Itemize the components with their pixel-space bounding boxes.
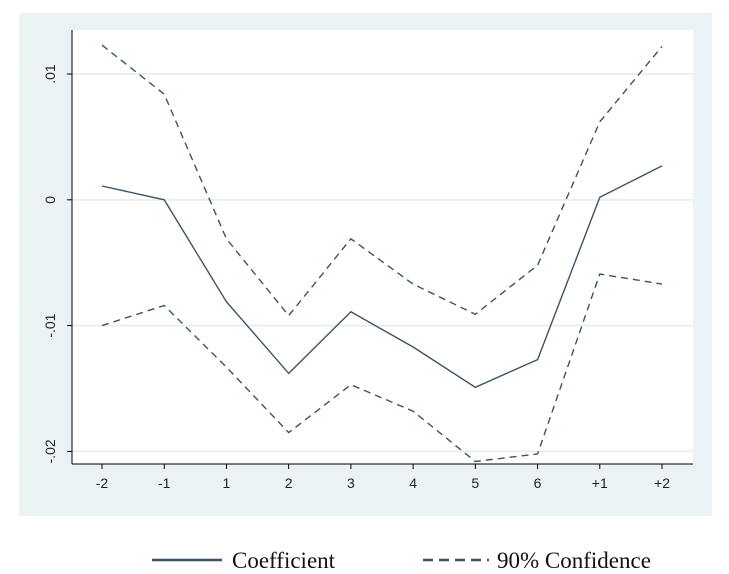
- x-tick-label: -1: [158, 475, 171, 491]
- y-tick-label: -.02: [42, 439, 58, 463]
- x-tick-label: 4: [409, 475, 417, 491]
- legend: Coefficient 90% Confidence: [152, 548, 651, 573]
- series-line-upper-confidence: [101, 44, 663, 317]
- legend-label-confidence: 90% Confidence: [497, 548, 651, 573]
- y-tick-label: .01: [42, 64, 58, 84]
- axes: [67, 30, 693, 469]
- plot-area: [72, 30, 693, 464]
- x-tick-label: 5: [471, 475, 479, 491]
- series-line-coefficient: [101, 165, 663, 389]
- y-tick-label: -.01: [42, 313, 58, 337]
- x-tick-label: 6: [534, 475, 542, 491]
- x-tick-label: +1: [592, 475, 608, 491]
- gridlines: [72, 73, 693, 453]
- legend-label-coefficient: Coefficient: [232, 548, 336, 573]
- x-tick-label: +2: [654, 475, 670, 491]
- y-tick-label: 0: [42, 196, 58, 204]
- series-layer: [101, 44, 663, 463]
- x-tick-label: -2: [96, 475, 109, 491]
- x-tick-label: 2: [285, 475, 293, 491]
- x-tick-label: 3: [347, 475, 355, 491]
- x-tick-label: 1: [223, 475, 231, 491]
- series-line-lower-confidence: [101, 273, 663, 463]
- tick-labels: -.02 -.01 0 .01 -2 -1 1 2 3 4 5 6 +1 +2: [42, 64, 670, 491]
